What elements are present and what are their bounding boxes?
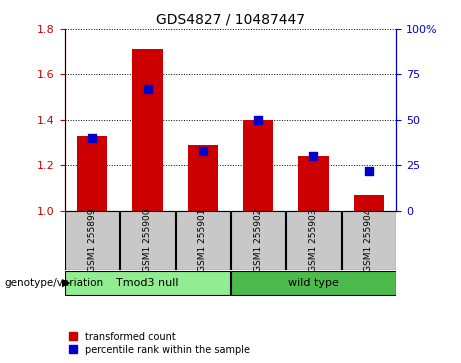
Bar — [65, 271, 230, 295]
Bar — [231, 271, 396, 295]
Point — [89, 135, 96, 141]
Point — [199, 148, 207, 154]
Text: GSM1 255904: GSM1 255904 — [364, 209, 373, 272]
Text: genotype/variation: genotype/variation — [5, 278, 104, 288]
Text: ▶: ▶ — [62, 278, 71, 288]
Bar — [342, 211, 396, 270]
Text: GSM1 255899: GSM1 255899 — [88, 209, 97, 272]
Bar — [65, 211, 119, 270]
Text: GSM1 255900: GSM1 255900 — [143, 209, 152, 272]
Bar — [354, 195, 384, 211]
Bar — [231, 211, 285, 270]
Bar — [120, 211, 175, 270]
Bar — [188, 145, 218, 211]
Text: GSM1 255902: GSM1 255902 — [254, 209, 263, 272]
Bar — [176, 211, 230, 270]
Text: GDS4827 / 10487447: GDS4827 / 10487447 — [156, 13, 305, 27]
Bar — [77, 136, 107, 211]
Text: GSM1 255901: GSM1 255901 — [198, 209, 207, 272]
Point — [144, 86, 151, 92]
Bar — [286, 211, 341, 270]
Bar — [132, 49, 163, 211]
Point — [254, 117, 262, 123]
Legend: transformed count, percentile rank within the sample: transformed count, percentile rank withi… — [70, 331, 250, 355]
Bar — [243, 120, 273, 211]
Text: GSM1 255903: GSM1 255903 — [309, 209, 318, 272]
Point — [310, 153, 317, 159]
Bar — [298, 156, 329, 211]
Text: Tmod3 null: Tmod3 null — [116, 278, 179, 288]
Point — [365, 168, 372, 174]
Text: wild type: wild type — [288, 278, 339, 288]
